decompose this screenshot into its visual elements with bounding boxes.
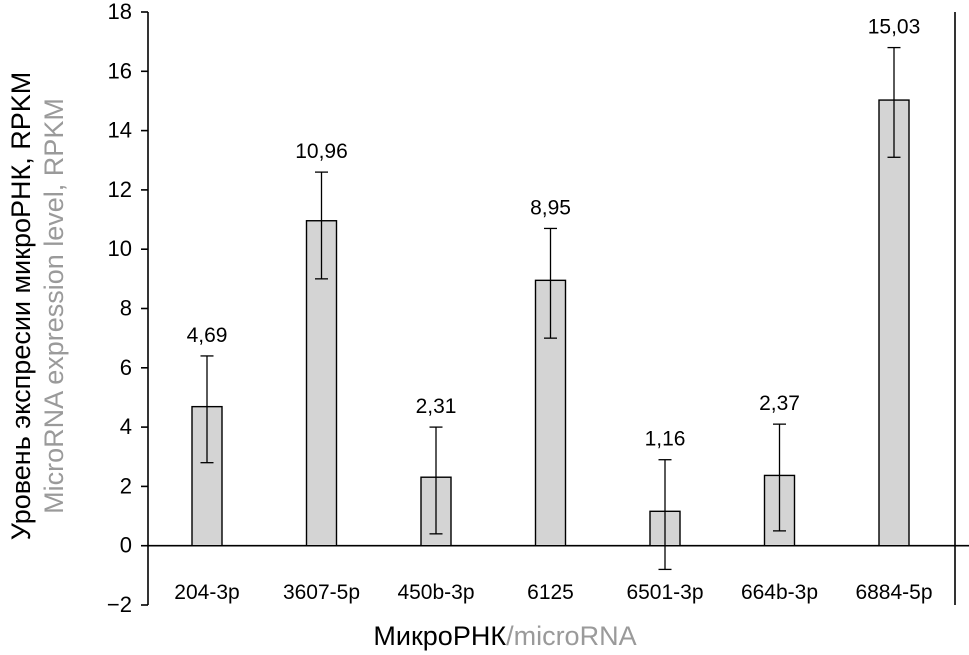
category-label: 6125 bbox=[527, 581, 574, 604]
bar bbox=[191, 405, 223, 547]
data-label: 10,96 bbox=[295, 140, 348, 163]
y-tick-label: 14 bbox=[108, 118, 132, 143]
data-label: 2,37 bbox=[759, 392, 800, 415]
axes-layer: −2 0 2 4 6 8 10 12 14 16 18 bbox=[107, 0, 969, 617]
labels-layer: 4,69 204-3p 10,96 3607-5p 2,31 450b-3p 8,95 612… bbox=[174, 16, 932, 604]
y-tick-label: 4 bbox=[120, 414, 132, 439]
category-label: 6501-3p bbox=[626, 581, 703, 604]
y-tick-label: 2 bbox=[120, 473, 132, 498]
bar bbox=[878, 99, 910, 547]
y-axis-title-second: MicroRNA expression level, RPKM bbox=[39, 98, 69, 514]
data-label: 15,03 bbox=[868, 16, 921, 39]
data-label: 2,31 bbox=[416, 395, 457, 418]
y-tick-label: 8 bbox=[120, 296, 132, 321]
y-tick-label: 18 bbox=[108, 0, 132, 24]
y-tick-label: 10 bbox=[108, 236, 132, 261]
category-label: 6884-5p bbox=[855, 581, 932, 604]
x-axis-title-second: microRNA bbox=[514, 621, 637, 651]
y-tick-label: −2 bbox=[107, 592, 132, 617]
data-label: 4,69 bbox=[187, 324, 228, 347]
category-label: 664b-3p bbox=[741, 581, 818, 604]
data-label: 8,95 bbox=[530, 196, 571, 219]
y-tick-label: 0 bbox=[120, 533, 132, 558]
y-axis-title-main: Уровень экспресии микроРНК, RPKM bbox=[6, 72, 36, 540]
category-label: 3607-5p bbox=[283, 581, 360, 604]
y-tick-label: 6 bbox=[120, 355, 132, 380]
y-tick-label: 12 bbox=[108, 177, 132, 202]
y-tick-label: 16 bbox=[108, 58, 132, 83]
x-axis-title: МикроРНК/microRNA bbox=[373, 621, 636, 651]
category-label: 450b-3p bbox=[397, 581, 474, 604]
data-label: 1,16 bbox=[645, 428, 686, 451]
x-axis-title-separator: / bbox=[506, 621, 514, 651]
category-label: 204-3p bbox=[174, 581, 239, 604]
x-axis-title-main: МикроРНК bbox=[373, 621, 506, 651]
bars-layer bbox=[191, 46, 910, 571]
